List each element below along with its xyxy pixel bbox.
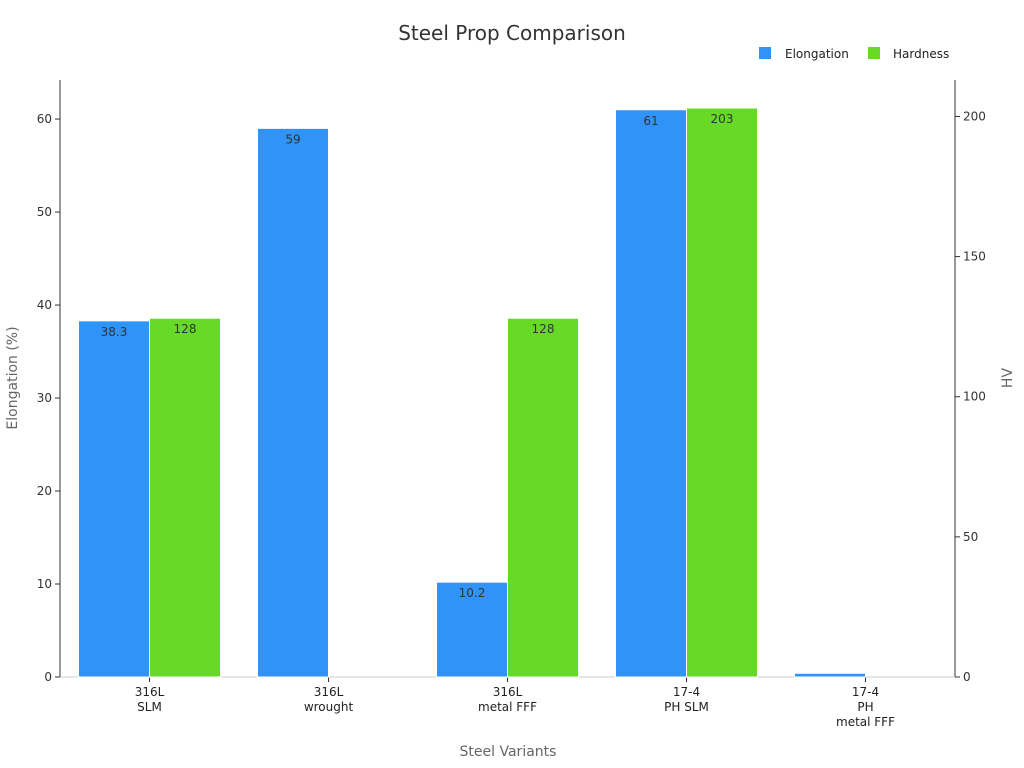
x-tick-label: 17-4 [852,685,879,699]
x-tick-label: PH [857,700,873,714]
x-tick-label: metal FFF [836,715,895,729]
x-tick-label: 17-4 [673,685,700,699]
data-label: 10.2 [459,586,486,600]
y2-tick-label: 150 [963,250,986,264]
data-label: 128 [532,322,555,336]
x-tick-label: 316L [314,685,344,699]
chart-title: Steel Prop Comparison [398,21,626,45]
bar-hardness [507,317,579,678]
bar-hardness [149,317,221,678]
x-tick-label: metal FFF [478,700,537,714]
legend-swatch-hardness [868,47,880,59]
y-tick-label: 10 [37,577,52,591]
bar-elongation [794,672,866,678]
y-axis-label: Elongation (%) [5,326,21,429]
x-tick-label: 316L [493,685,523,699]
data-label: 128 [174,322,197,336]
bar-elongation [78,320,150,678]
y-tick-label: 40 [37,298,52,312]
x-tick-label: PH SLM [664,700,709,714]
y-tick-label: 20 [37,484,52,498]
y2-tick-label: 0 [963,670,971,684]
legend-label-elongation: Elongation [785,47,849,61]
x-tick-label: SLM [137,700,162,714]
y-tick-label: 0 [44,670,52,684]
y2-axis-label: HV [1000,368,1016,389]
bar-elongation [257,127,329,678]
y-tick-label: 30 [37,391,52,405]
y-tick-label: 50 [37,205,52,219]
data-label: 203 [711,112,734,126]
y2-tick-label: 200 [963,109,986,123]
legend-label-hardness: Hardness [893,47,949,61]
y2-tick-label: 100 [963,390,986,404]
y2-tick-label: 50 [963,530,978,544]
x-tick-label: wrought [304,700,354,714]
data-label: 61 [643,114,658,128]
data-label: 59 [285,132,300,146]
bar-hardness [686,107,758,678]
x-tick-label: 316L [135,685,165,699]
data-label: 38.3 [101,325,128,339]
legend-swatch-elongation [759,47,771,59]
bar-elongation [615,109,687,678]
y-tick-label: 60 [37,112,52,126]
x-axis-label: Steel Variants [460,744,557,760]
bar-elongation [436,581,508,678]
